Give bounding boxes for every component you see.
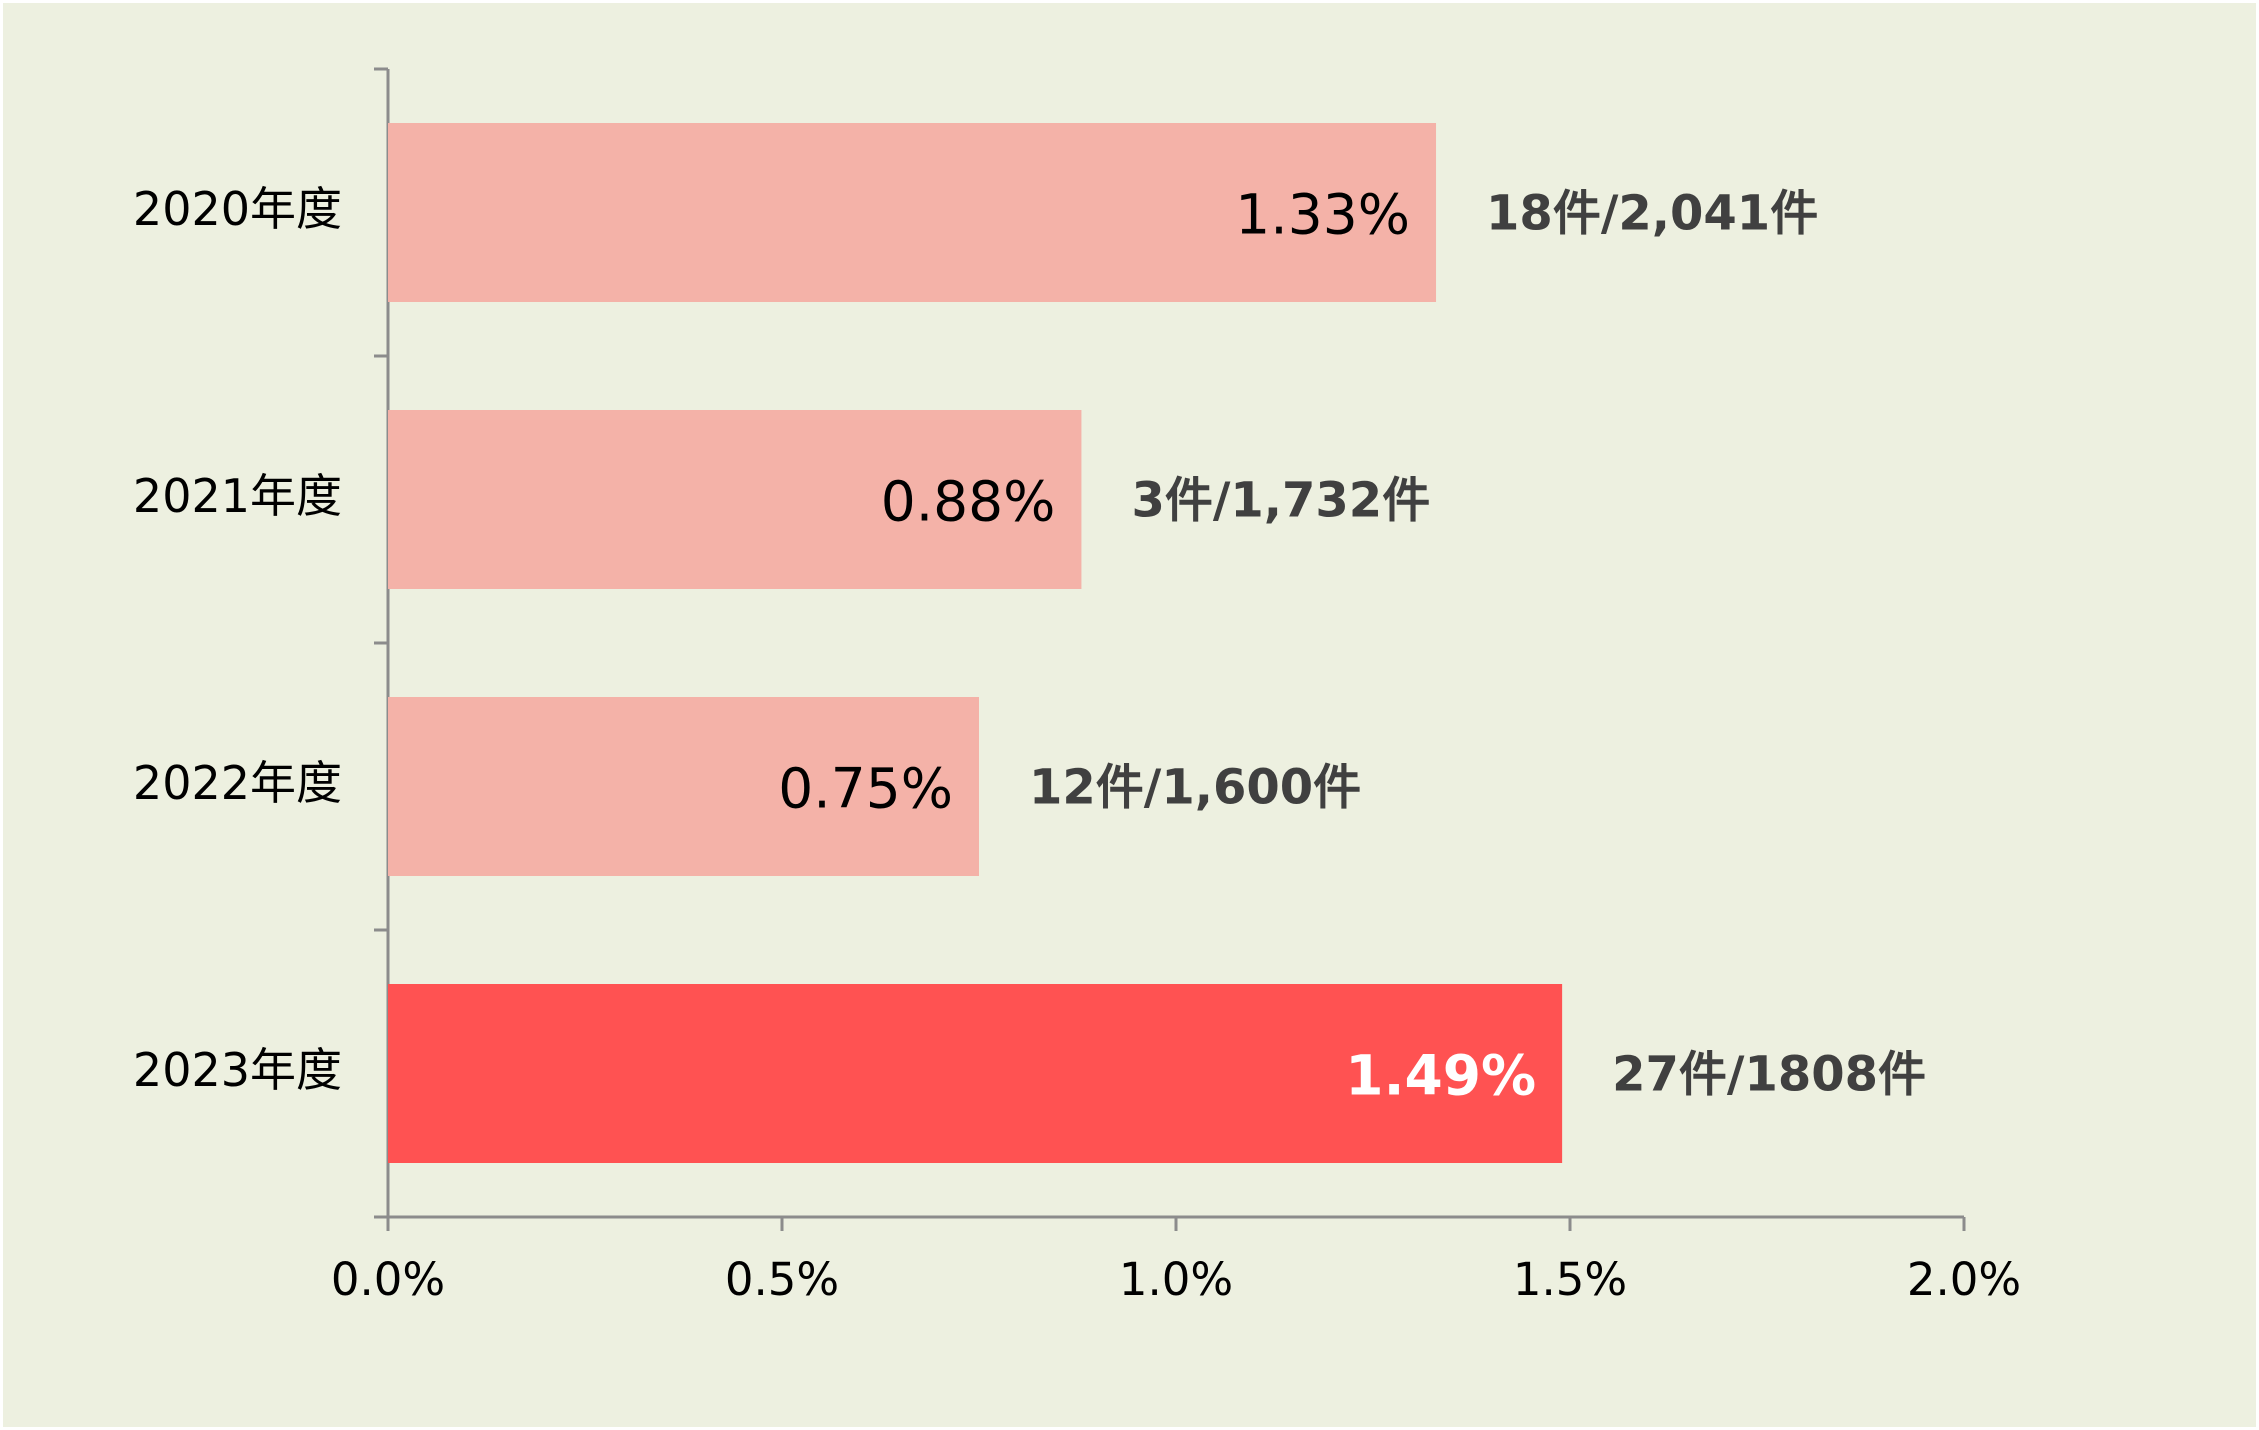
y-tick-label: 2022年度 (133, 756, 342, 810)
annotation: 3件/1,732件 (1131, 473, 1430, 529)
bar (388, 410, 1082, 589)
value-label: 0.75% (778, 757, 953, 821)
y-tick-label: 2021年度 (133, 469, 342, 523)
bar (388, 123, 1437, 302)
annotation: 12件/1,600件 (1029, 760, 1361, 816)
y-tick-label: 2020年度 (133, 182, 342, 236)
value-label: 0.88% (881, 470, 1056, 534)
x-tick-label: 2.0% (1907, 1253, 2021, 1306)
bar (388, 697, 979, 876)
value-label: 1.49% (1345, 1044, 1536, 1108)
x-tick-label: 0.5% (725, 1253, 839, 1306)
annotation: 18件/2,041件 (1486, 186, 1818, 242)
x-tick-label: 1.0% (1119, 1253, 1233, 1306)
annotation: 27件/1808件 (1612, 1047, 1926, 1103)
x-tick-label: 0.0% (331, 1253, 445, 1306)
y-tick-label: 2023年度 (133, 1043, 342, 1097)
x-tick-label: 1.5% (1513, 1253, 1627, 1306)
value-label: 1.33% (1235, 183, 1410, 247)
bar (388, 984, 1563, 1163)
